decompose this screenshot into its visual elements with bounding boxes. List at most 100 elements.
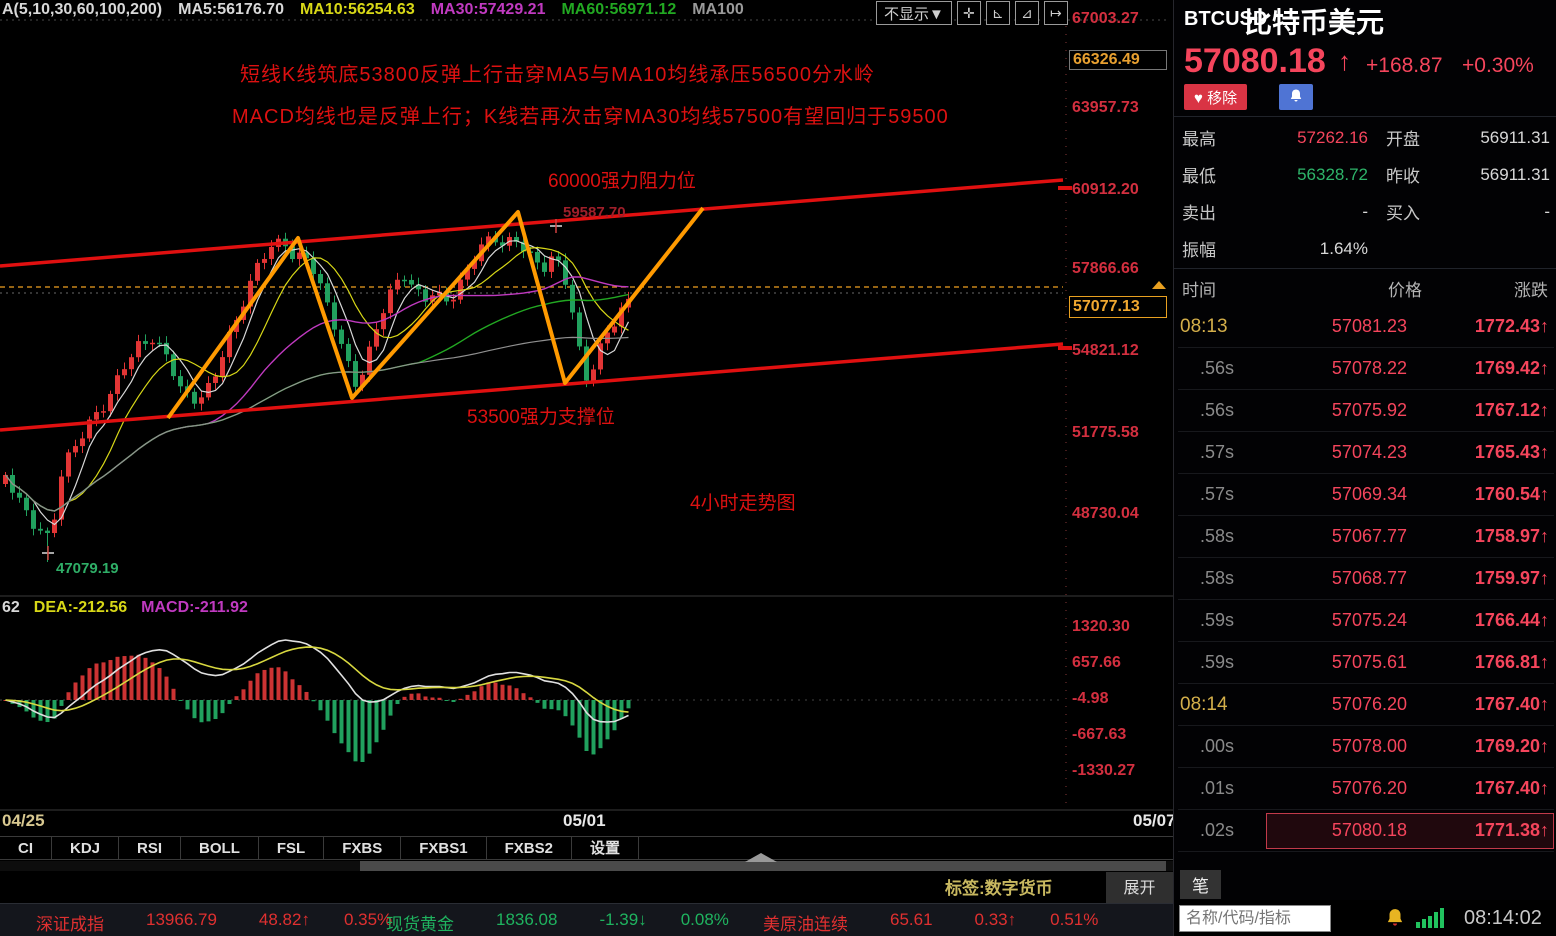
tick-values: 57074.23 1765.43↑	[1266, 435, 1554, 471]
indicator-tab-kdj[interactable]: KDJ	[52, 837, 120, 859]
ma-params-label: A(5,10,30,60,100,200)	[2, 1, 163, 18]
tick-price: 57067.77	[1331, 526, 1407, 546]
price-up-arrow-icon: ↑	[1338, 46, 1351, 76]
tick-change: 1766.81↑	[1474, 652, 1549, 672]
col-time: 时间	[1182, 281, 1216, 300]
tick-values: 57076.20 1767.40↑	[1266, 771, 1554, 807]
hide-indicator-dropdown[interactable]: 不显示▼	[876, 1, 952, 25]
tick-values: 57075.24 1766.44↑	[1266, 603, 1554, 639]
price-axis-label: 51775.58	[1072, 424, 1139, 441]
index-name: 美原油连续	[763, 915, 848, 934]
tick-change: 1771.38↑	[1474, 820, 1549, 840]
ticks-table: 08:13 57081.23 1772.43↑ .56s 57078.22 1769.42…	[1178, 306, 1554, 852]
tick-row: .56s 57078.22 1769.42↑	[1178, 348, 1554, 390]
ma100-label: MA100	[692, 1, 744, 18]
stats-row: 最低 56328.72 昨收 56911.31	[1182, 156, 1552, 193]
tick-values: 57078.22 1769.42↑	[1266, 351, 1554, 387]
chart-scrollbar[interactable]	[0, 853, 1173, 871]
indicator-tab-fxbs2[interactable]: FXBS2	[487, 837, 572, 859]
stat-label: 卖出	[1182, 204, 1216, 223]
quote-panel: BTCUSD 比特币美元 57080.18 ↑ +168.87 +0.30% ♥…	[1173, 0, 1556, 936]
dea-value: DEA:-212.56	[33, 599, 128, 616]
indicator-tab-fxbs1[interactable]: FXBS1	[401, 837, 487, 859]
scrollbar-grip-icon	[745, 853, 777, 862]
left-axis-scale-icon[interactable]: ⊾	[985, 1, 1010, 25]
date-tick-label: 05/01	[563, 811, 606, 830]
tick-values: 57068.77 1759.97↑	[1266, 561, 1554, 597]
indicator-tab-boll[interactable]: BOLL	[181, 837, 259, 859]
remove-watchlist-button[interactable]: ♥ 移除	[1184, 84, 1248, 110]
index-value: 1836.08	[496, 910, 558, 929]
tick-time: .02s	[1200, 820, 1235, 840]
stats-row: 最高 57262.16 开盘 56911.31	[1182, 119, 1552, 156]
tick-time: .01s	[1200, 778, 1235, 798]
index-quote-现货黄金: 现货黄金 1836.08 -1.39↓ 0.08%	[386, 910, 729, 935]
pop-out-icon[interactable]: ↦	[1043, 1, 1068, 25]
tick-row: .58s 57068.77 1759.97↑	[1178, 558, 1554, 600]
indicator-tab-fsl[interactable]: FSL	[259, 837, 325, 859]
price-axis-label: 54821.12	[1072, 342, 1139, 359]
divider	[1174, 268, 1556, 269]
tick-row: .58s 57067.77 1758.97↑	[1178, 516, 1554, 558]
macd-indicator-header: 62 DEA:-212.56 MACD:-211.92	[2, 599, 248, 617]
tick-time: 08:13	[1180, 315, 1228, 337]
indicator-tab-rsi[interactable]: RSI	[119, 837, 182, 859]
right-axis-scale-icon[interactable]: ⊿	[1014, 1, 1039, 25]
alert-bell-button[interactable]	[1279, 84, 1313, 110]
tick-change: 1767.40↑	[1474, 694, 1549, 714]
indicator-tabs: CI KDJ RSI BOLL FSL FXBS FXBS1 FXBS2 设置	[0, 836, 1173, 860]
tick-price: 57076.20	[1331, 778, 1407, 798]
scrollbar-thumb[interactable]	[360, 853, 1166, 871]
ma-indicator-header: A(5,10,30,60,100,200) MA5:56176.70 MA10:…	[2, 1, 744, 19]
indicator-tab-fxbs[interactable]: FXBS	[324, 837, 402, 859]
tick-change: 1765.43↑	[1474, 442, 1549, 462]
divider	[1174, 116, 1556, 117]
tick-row: .59s 57075.61 1766.81↑	[1178, 642, 1554, 684]
tick-change: 1766.44↑	[1474, 610, 1549, 630]
tick-values: 57081.23 1772.43↑	[1266, 309, 1554, 345]
date-tick-label: 05/07	[1133, 811, 1176, 830]
current-price-up-arrow-icon	[1152, 281, 1166, 289]
last-price: 57080.18	[1184, 42, 1326, 80]
candlestick-chart[interactable]	[0, 0, 1173, 900]
stat-label: 昨收	[1386, 167, 1420, 186]
pen-tool-tab[interactable]: 笔	[1180, 870, 1221, 899]
tick-price: 57068.77	[1331, 568, 1407, 588]
tick-time: .57s	[1200, 442, 1235, 462]
tick-change: 1772.43↑	[1474, 316, 1549, 336]
indices-status-bar: 深证成指 13966.79 48.82↑ 0.35% 现货黄金 1836.08 -1.39↓…	[0, 903, 1173, 936]
resistance-annotation: 60000强力阻力位	[548, 171, 696, 192]
tick-price: 57069.34	[1331, 484, 1407, 504]
tick-change: 1769.42↑	[1474, 358, 1549, 378]
index-quote-深证成指: 深证成指 13966.79 48.82↑ 0.35%	[36, 910, 392, 935]
tick-row: .59s 57075.24 1766.44↑	[1178, 600, 1554, 642]
notification-bell-icon[interactable]	[1384, 907, 1406, 929]
macd-axis-label: 1320.30	[1072, 618, 1130, 635]
macd-axis-label: -667.63	[1072, 726, 1127, 743]
bell-icon	[1290, 89, 1302, 101]
tick-row: .00s 57078.00 1769.20↑	[1178, 726, 1554, 768]
annotation-line-1: 短线K线筑底53800反弹上行击穿MA5与MA10均线承压56500分水岭	[240, 64, 875, 86]
swing-low-label: 47079.19	[56, 560, 119, 577]
price-axis-label: 57866.66	[1072, 260, 1139, 277]
stat-label: 开盘	[1386, 130, 1420, 149]
macd-axis-label: -1330.27	[1072, 762, 1136, 779]
index-name: 深证成指	[36, 915, 104, 934]
index-name: 现货黄金	[386, 915, 454, 934]
crosshair-move-icon[interactable]: ✛	[956, 1, 981, 25]
tick-time: .57s	[1200, 484, 1235, 504]
dif-value: 62	[2, 599, 20, 616]
col-price: 价格	[1388, 281, 1422, 300]
tick-values: 57067.77 1758.97↑	[1266, 519, 1554, 555]
search-input[interactable]	[1179, 905, 1331, 932]
tick-change: 1767.40↑	[1474, 778, 1549, 798]
ma60-value: MA60:56971.12	[561, 1, 677, 18]
index-change: 0.33↑	[974, 910, 1017, 929]
tick-price: 57078.00	[1331, 736, 1407, 756]
clock: 08:14:02	[1464, 907, 1542, 929]
tick-price: 57081.23	[1331, 316, 1407, 336]
price-axis-label: 48730.04	[1072, 505, 1139, 522]
chart-region: A(5,10,30,60,100,200) MA5:56176.70 MA10:…	[0, 0, 1176, 936]
indicator-tab-设置[interactable]: 设置	[572, 837, 639, 859]
indicator-tab-ci[interactable]: CI	[0, 837, 52, 859]
